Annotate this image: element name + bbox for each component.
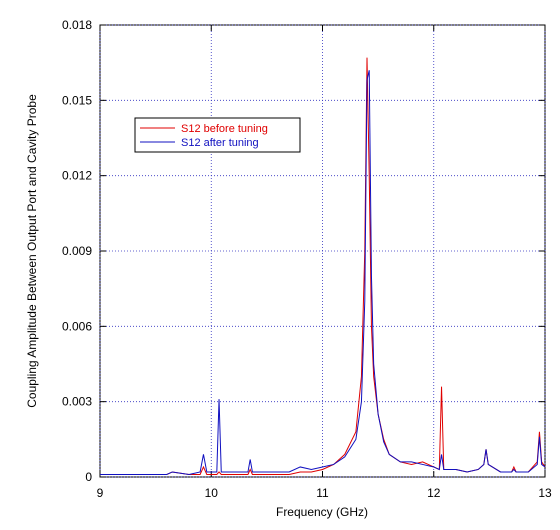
- y-tick-label: 0: [85, 470, 92, 484]
- x-tick-label: 13: [538, 486, 552, 500]
- y-tick-label: 0.009: [62, 244, 92, 258]
- legend-label: S12 before tuning: [181, 123, 268, 135]
- x-tick-label: 12: [427, 486, 441, 500]
- x-tick-label: 10: [205, 486, 219, 500]
- legend-box: [134, 117, 301, 153]
- y-tick-label: 0.003: [62, 395, 92, 409]
- x-tick-label: 9: [97, 486, 104, 500]
- series-line: [100, 70, 546, 475]
- y-axis-label: Coupling Amplitude Between Output Port a…: [25, 94, 39, 408]
- y-tick-label: 0.012: [62, 169, 92, 183]
- legend-label: S12 after tuning: [181, 137, 259, 149]
- y-tick-label: 0.006: [62, 319, 92, 333]
- x-tick-label: 11: [316, 486, 329, 500]
- x-axis-label: Frequency (GHz): [276, 505, 368, 519]
- y-tick-label: 0.015: [62, 93, 92, 107]
- y-tick-label: 0.018: [62, 18, 92, 32]
